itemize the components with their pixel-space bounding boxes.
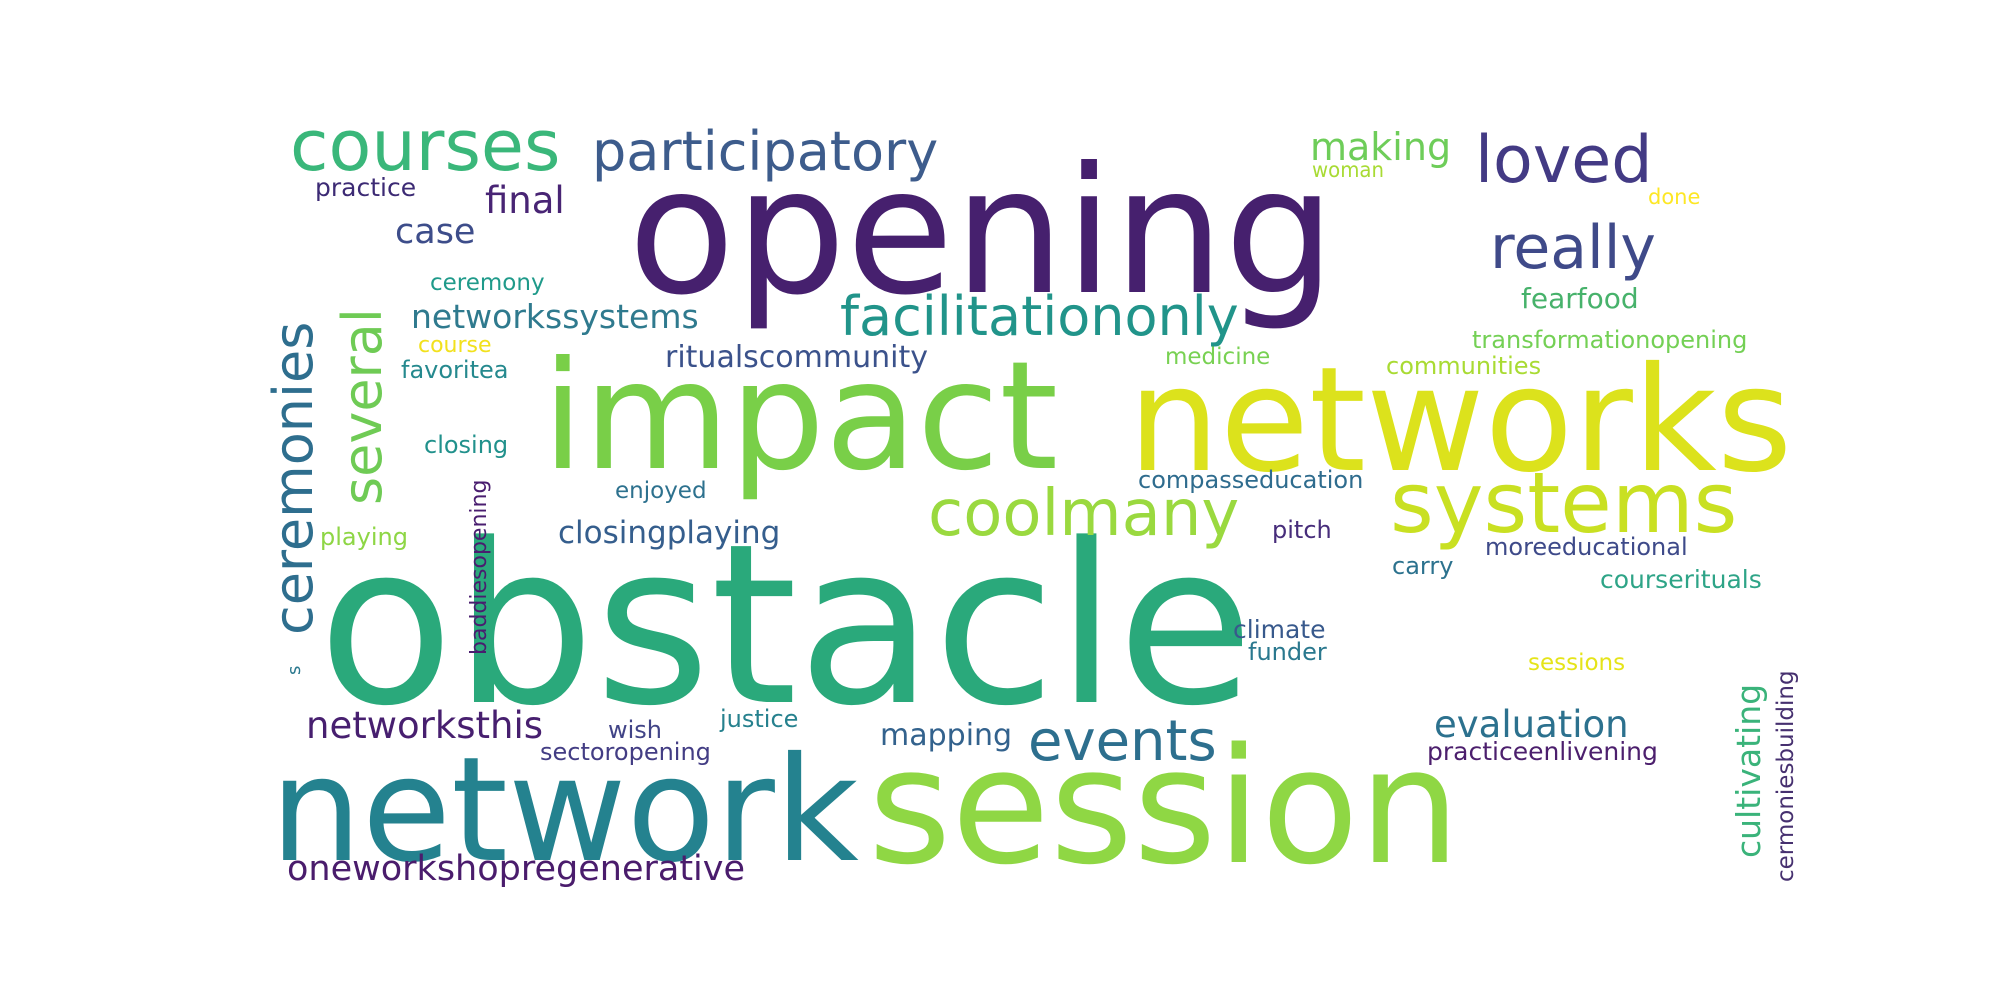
word-woman: woman	[1312, 158, 1384, 182]
word-oneworkshopregenerative: oneworkshopregenerative	[287, 849, 745, 889]
word-fearfood: fearfood	[1521, 282, 1639, 315]
word-networkssystems: networkssystems	[411, 297, 699, 336]
word-events: events	[1028, 709, 1217, 774]
word-evaluation: evaluation	[1434, 703, 1629, 746]
word-done: done	[1648, 185, 1700, 209]
word-session: session	[868, 713, 1460, 900]
word-facilitationonly: facilitationonly	[840, 285, 1239, 348]
word-favoritea: favoritea	[401, 356, 508, 384]
word-transformationopening: transformationopening	[1472, 326, 1747, 354]
word-communities: communities	[1386, 352, 1541, 380]
word-practice: practice	[315, 173, 416, 202]
word-courserituals: courserituals	[1600, 565, 1762, 594]
word-case: case	[395, 212, 475, 252]
word-opening: opening	[628, 131, 1335, 334]
word-network: network	[270, 726, 859, 895]
word-practiceenlivening: practiceenlivening	[1427, 737, 1658, 766]
word-ceremony: ceremony	[430, 270, 545, 296]
word-sessions: sessions	[1528, 650, 1625, 676]
word-climate: climate	[1233, 615, 1326, 644]
word-mapping: mapping	[880, 718, 1012, 753]
word-networksthis: networksthis	[306, 704, 543, 747]
word-medicine: medicine	[1165, 344, 1270, 370]
word-wish: wish	[608, 716, 662, 744]
word-impact: impact	[542, 330, 1058, 504]
word-closing: closing	[424, 431, 508, 459]
word-enjoyed: enjoyed	[615, 478, 707, 504]
word-coolmany: coolmany	[928, 477, 1239, 551]
word-courses: courses	[290, 105, 560, 187]
word-compasseducation: compasseducation	[1138, 466, 1363, 494]
word-making: making	[1310, 125, 1451, 169]
word-cermoniesbuilding: cermoniesbuilding	[1773, 670, 1799, 882]
word-s: s	[284, 666, 305, 675]
word-several: several	[331, 308, 394, 505]
word-final: final	[485, 179, 565, 222]
word-closingplaying: closingplaying	[558, 515, 780, 551]
word-participatory: participatory	[592, 120, 938, 183]
word-networks: networks	[1128, 336, 1792, 505]
word-playing: playing	[320, 523, 408, 551]
word-course: course	[418, 333, 492, 358]
word-pitch: pitch	[1272, 516, 1332, 544]
word-ritualscommunity: ritualscommunity	[665, 340, 928, 375]
word-funder: funder	[1248, 638, 1327, 666]
word-sectoropening: sectoropening	[540, 738, 711, 766]
word-moreeducational: moreeducational	[1485, 533, 1688, 561]
word-baddiesopening: baddiesopening	[467, 480, 492, 655]
word-ceremonies: ceremonies	[262, 322, 325, 635]
word-systems: systems	[1390, 454, 1737, 552]
word-obstacle: obstacle	[318, 497, 1254, 755]
word-really: really	[1490, 213, 1656, 283]
word-justice: justice	[719, 705, 798, 733]
word-loved: loved	[1475, 123, 1653, 198]
word-carry: carry	[1392, 552, 1453, 580]
word-cultivating: cultivating	[1729, 684, 1768, 858]
